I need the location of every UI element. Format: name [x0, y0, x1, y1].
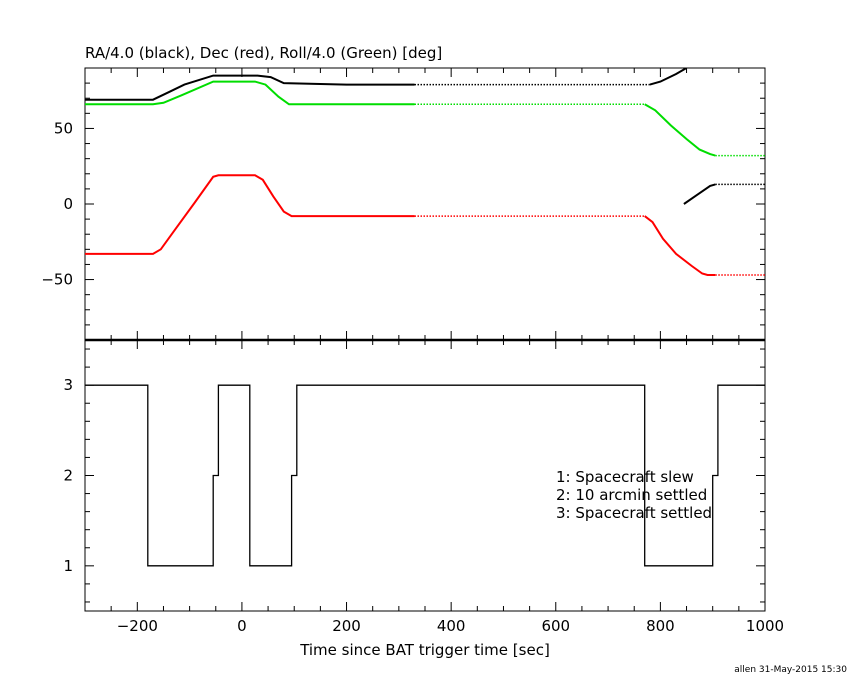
legend-entry: 3: Spacecraft settled — [556, 504, 712, 522]
series-line — [683, 183, 716, 205]
series-line — [85, 74, 415, 101]
x-tick-label: −200 — [117, 617, 158, 635]
y-tick-label: 2 — [63, 467, 73, 485]
y-tick-label: 1 — [63, 557, 73, 575]
y-tick-label: 50 — [54, 119, 73, 137]
x-tick-label: 0 — [237, 617, 247, 635]
x-tick-label: 600 — [541, 617, 570, 635]
chart-title: RA/4.0 (black), Dec (red), Roll/4.0 (Gre… — [85, 44, 442, 62]
footer-credit: allen 31-May-2015 15:30 — [734, 665, 847, 675]
plot-frame — [84, 67, 766, 341]
status-step-line — [85, 384, 765, 567]
x-tick-label: 200 — [332, 617, 361, 635]
y-tick-label: 3 — [63, 376, 73, 394]
x-axis-label: Time since BAT trigger time [sec] — [299, 641, 550, 659]
x-tick-label: 800 — [646, 617, 675, 635]
top-panel: −50 0 50 — [41, 67, 766, 341]
legend-entry: 1: Spacecraft slew — [556, 468, 694, 486]
series-line — [649, 68, 687, 86]
y-tick-label: −50 — [41, 271, 73, 289]
x-tick-label: 1000 — [746, 617, 784, 635]
series-line — [85, 174, 415, 255]
series-line — [644, 215, 716, 276]
y-tick-label: 0 — [63, 195, 73, 213]
x-tick-label: 400 — [437, 617, 466, 635]
bottom-panel: 1 2 3 −200 0 200 400 600 800 1000 1: Spacecraft sl… — [63, 338, 784, 635]
series-line — [85, 80, 415, 106]
series-line — [644, 103, 716, 157]
legend-entry: 2: 10 arcmin settled — [556, 486, 707, 504]
